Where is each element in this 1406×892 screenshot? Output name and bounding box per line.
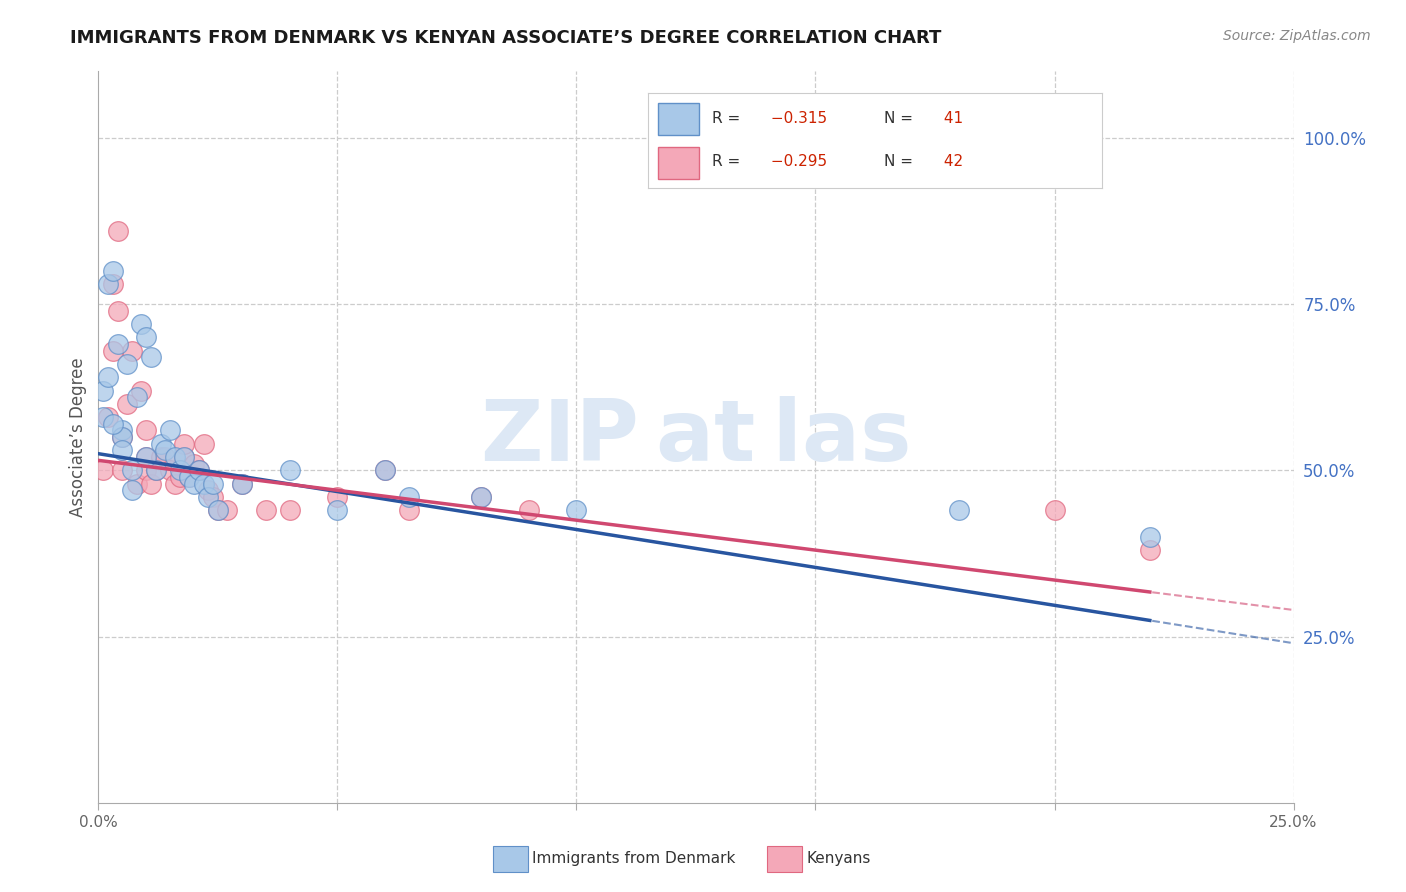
Point	[169, 470, 191, 484]
Point	[163, 450, 186, 464]
Text: ZIP at las: ZIP at las	[481, 395, 911, 479]
Point	[149, 436, 172, 450]
Point	[135, 450, 157, 464]
Point	[187, 463, 209, 477]
Point	[231, 476, 253, 491]
Point	[135, 450, 157, 464]
Point	[121, 463, 143, 477]
Point	[115, 397, 138, 411]
Point	[145, 463, 167, 477]
Point	[101, 264, 124, 278]
Point	[125, 390, 148, 404]
Point	[115, 357, 138, 371]
Point	[1139, 543, 1161, 558]
Point	[169, 463, 191, 477]
Point	[217, 503, 239, 517]
Point	[179, 470, 201, 484]
Point	[107, 337, 129, 351]
Point	[948, 503, 970, 517]
Point	[202, 490, 225, 504]
Point	[101, 277, 124, 292]
Text: Kenyans: Kenyans	[807, 852, 870, 866]
Point	[111, 443, 134, 458]
Point	[97, 410, 120, 425]
Point	[121, 483, 143, 498]
Point	[254, 503, 277, 517]
Point	[398, 490, 420, 504]
Point	[135, 330, 157, 344]
Point	[278, 503, 301, 517]
Text: IMMIGRANTS FROM DENMARK VS KENYAN ASSOCIATE’S DEGREE CORRELATION CHART: IMMIGRANTS FROM DENMARK VS KENYAN ASSOCI…	[70, 29, 942, 46]
Point	[155, 443, 177, 458]
Point	[197, 483, 219, 498]
Point	[145, 463, 167, 477]
Point	[101, 417, 124, 431]
Point	[173, 436, 195, 450]
Point	[565, 503, 588, 517]
Point	[111, 424, 134, 438]
Text: Source: ZipAtlas.com: Source: ZipAtlas.com	[1223, 29, 1371, 43]
Point	[173, 450, 195, 464]
Point	[91, 410, 114, 425]
Point	[163, 476, 186, 491]
Point	[155, 450, 177, 464]
Point	[111, 430, 134, 444]
Point	[131, 317, 153, 331]
Point	[135, 424, 157, 438]
Point	[197, 490, 219, 504]
Point	[159, 424, 181, 438]
Point	[517, 503, 540, 517]
Point	[97, 370, 120, 384]
Y-axis label: Associate’s Degree: Associate’s Degree	[69, 358, 87, 516]
Point	[159, 463, 181, 477]
Point	[101, 343, 124, 358]
Point	[1043, 503, 1066, 517]
Text: Immigrants from Denmark: Immigrants from Denmark	[533, 852, 735, 866]
Point	[278, 463, 301, 477]
Point	[326, 503, 349, 517]
Point	[470, 490, 492, 504]
Point	[470, 490, 492, 504]
Point	[207, 503, 229, 517]
Point	[202, 476, 225, 491]
Point	[179, 470, 201, 484]
Point	[135, 463, 157, 477]
Point	[139, 476, 162, 491]
Point	[125, 476, 148, 491]
Point	[231, 476, 253, 491]
Point	[173, 450, 195, 464]
Point	[326, 490, 349, 504]
Point	[1139, 530, 1161, 544]
Point	[149, 450, 172, 464]
Point	[207, 503, 229, 517]
Point	[107, 303, 129, 318]
Point	[97, 277, 120, 292]
Point	[374, 463, 396, 477]
Point	[111, 463, 134, 477]
Point	[91, 384, 114, 398]
Point	[131, 384, 153, 398]
Point	[187, 463, 209, 477]
Point	[111, 430, 134, 444]
Point	[193, 476, 215, 491]
Point	[193, 436, 215, 450]
Point	[121, 343, 143, 358]
Point	[107, 224, 129, 238]
Point	[139, 351, 162, 365]
Point	[398, 503, 420, 517]
Point	[374, 463, 396, 477]
Point	[91, 463, 114, 477]
Point	[183, 476, 205, 491]
Point	[183, 457, 205, 471]
